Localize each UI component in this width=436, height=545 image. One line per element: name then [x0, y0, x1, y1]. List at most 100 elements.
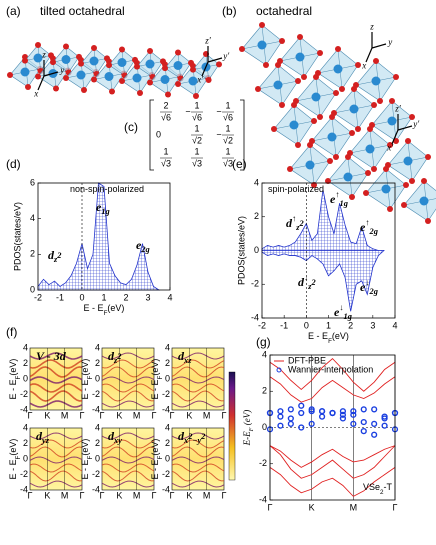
band-map-curve [101, 463, 155, 473]
axis-arrow [365, 47, 373, 63]
se-atom [259, 22, 265, 28]
y-axis-label: E-EF (eV) [242, 410, 255, 447]
y-tick-label: 0 [23, 373, 28, 383]
band-point [339, 408, 347, 415]
v-atom [104, 72, 114, 81]
axis-arrow [391, 129, 399, 145]
se-atom [351, 86, 357, 92]
x-axis-label: E - EF(eV) [84, 303, 125, 316]
panel-label: (b) [222, 4, 237, 18]
se-atom [63, 43, 69, 50]
v-atom [20, 67, 30, 77]
se-atom [78, 60, 84, 67]
annotation-part: d [48, 248, 55, 262]
x-tick-label: M [61, 410, 69, 420]
band-map [171, 347, 225, 411]
x-tick-label: 0 [304, 320, 309, 330]
plot-frame [37, 182, 171, 291]
x-tick-label: M [133, 410, 141, 420]
band-point [277, 408, 284, 415]
band-point [350, 420, 357, 427]
band-map-curve [101, 439, 155, 449]
y-tick-label: -4 [92, 484, 100, 494]
annotation-part: 2g [140, 245, 149, 254]
y-tick-label: 4 [23, 342, 28, 352]
y-tick-label: 4 [254, 177, 259, 187]
matrix-den: √2 [223, 135, 233, 145]
panel-label: (g) [256, 335, 271, 349]
y-tick-label: -2 [92, 389, 100, 399]
annotation-part: ↓ [339, 303, 343, 312]
map-label-part: V [36, 349, 45, 363]
map-label-part: d [108, 429, 115, 443]
band-map-curve [29, 352, 83, 360]
annotation: VSe2-T [363, 482, 393, 495]
map-label-part: d [178, 429, 185, 443]
v-atom [387, 116, 397, 126]
se-atom [409, 178, 415, 184]
map-label: dz2 [108, 349, 121, 365]
map-label-part: d [178, 349, 185, 363]
matrix-num: 1 [225, 100, 230, 110]
x-tick-label: Γ [28, 410, 33, 420]
x-axis-label-part: (eV) [332, 331, 349, 341]
band-map-curve [101, 446, 155, 458]
y-axis-label-part: E - E [150, 459, 160, 479]
y-axis-label-part: E - E [8, 379, 18, 399]
x-tick-label: M [203, 410, 211, 420]
v-atom [311, 92, 321, 102]
y-tick-label: 2 [262, 386, 267, 396]
se-atom [134, 63, 140, 70]
band-point [277, 422, 284, 429]
matrix-num: 1 [225, 123, 230, 133]
y-axis-label: E - EF(eV) [150, 359, 163, 400]
se-atom [119, 78, 125, 84]
matrix-sign: − [216, 106, 221, 116]
y-axis-label-part: F [15, 375, 22, 379]
band-map [29, 427, 83, 491]
axis-arrow [37, 75, 45, 91]
axis-letter: y [387, 37, 392, 47]
matrix-num: 1 [225, 146, 230, 156]
annotation-part: 2 [298, 219, 303, 228]
x-tick-label: K [44, 490, 50, 500]
v-atom [403, 156, 413, 166]
y-tick-label: -2 [162, 389, 170, 399]
annotation: non-spin-polarized [70, 184, 144, 194]
band-map-curve [29, 480, 83, 488]
se-atom [137, 90, 143, 96]
x-tick-label: K [44, 410, 50, 420]
se-atom [405, 138, 411, 144]
se-atom [193, 93, 199, 99]
v-atom [305, 160, 315, 170]
crystal-structures: z y x z' y' x' z y x z' y' x' [7, 21, 436, 224]
band-map-curve [101, 383, 155, 393]
matrix-num: 1 [194, 100, 199, 110]
y-axis-label-part: F [87, 455, 94, 459]
v-atom [145, 59, 155, 69]
se-atom [175, 81, 181, 87]
annotation-part: 1g [340, 199, 348, 208]
se-atom [147, 48, 153, 54]
se-atom [287, 166, 293, 172]
se-atom [35, 42, 41, 48]
map-label-part: d [108, 349, 115, 363]
x-tick-label: M [133, 490, 141, 500]
x-tick-label: Γ [222, 490, 227, 500]
y-tick-label: 4 [23, 422, 28, 432]
annotation-part: 2 [310, 278, 315, 287]
band-map-curve [29, 359, 83, 369]
band-point [298, 424, 305, 431]
se-atom [295, 142, 301, 148]
se-atom [311, 182, 317, 188]
y-tick-label: -4 [92, 404, 100, 414]
y-tick-label: 2 [254, 211, 259, 221]
band-map-curve [29, 376, 83, 384]
band-map-curve [101, 376, 155, 384]
y-tick-label: 2 [95, 438, 100, 448]
axis-arrow [397, 125, 413, 131]
y-tick-label: 0 [262, 422, 267, 432]
se-atom [239, 46, 245, 52]
x-tick-label: 1 [101, 292, 106, 302]
y-axis-label-part: (eV) [242, 410, 252, 428]
